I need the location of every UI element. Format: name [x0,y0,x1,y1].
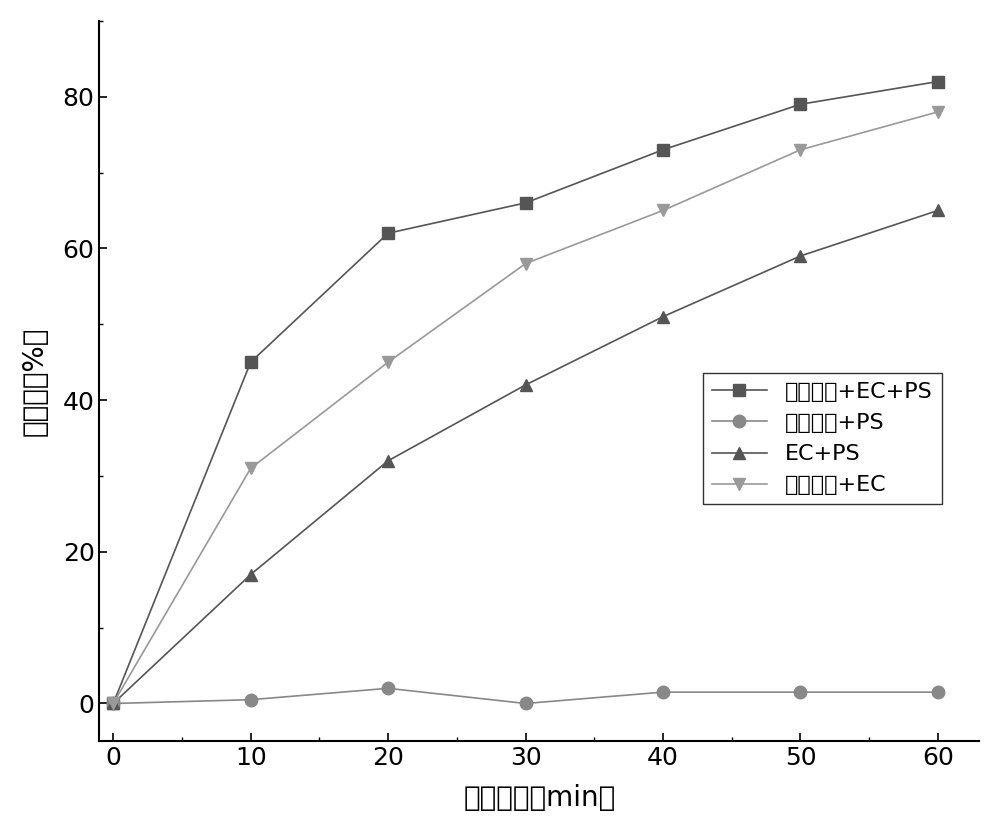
粒子电极+EC+PS [657,145,669,155]
Line: 粒子电极+PS: 粒子电极+PS [107,682,944,710]
粒子电极+EC+PS [382,228,394,238]
粒子电极+PS [657,687,669,697]
EC+PS [520,380,532,390]
粒子电极+PS [794,687,806,697]
EC+PS [794,251,806,261]
粒子电极+PS [107,699,119,709]
粒子电极+EC [107,699,119,709]
Y-axis label: 降解率（%）: 降解率（%） [21,327,49,436]
粒子电极+EC [245,463,257,473]
Line: 粒子电极+EC: 粒子电极+EC [107,106,944,710]
EC+PS [245,570,257,580]
粒子电极+EC+PS [794,99,806,109]
粒子电极+EC [932,107,944,117]
EC+PS [382,456,394,466]
粒子电极+EC [520,258,532,268]
Legend: 粒子电极+EC+PS, 粒子电极+PS, EC+PS, 粒子电极+EC: 粒子电极+EC+PS, 粒子电极+PS, EC+PS, 粒子电极+EC [703,373,942,504]
粒子电极+EC [382,357,394,367]
粒子电极+EC+PS [520,198,532,208]
粒子电极+EC+PS [932,77,944,87]
粒子电极+PS [245,695,257,705]
粒子电极+PS [382,683,394,693]
粒子电极+PS [932,687,944,697]
Line: EC+PS: EC+PS [107,204,944,710]
Line: 粒子电极+EC+PS: 粒子电极+EC+PS [108,76,943,709]
X-axis label: 反应时间（min）: 反应时间（min） [463,784,615,812]
粒子电极+PS [520,699,532,709]
粒子电极+EC [794,145,806,155]
粒子电极+EC+PS [107,699,119,709]
粒子电极+EC+PS [245,357,257,367]
EC+PS [107,699,119,709]
EC+PS [657,312,669,322]
粒子电极+EC [657,206,669,216]
EC+PS [932,206,944,216]
